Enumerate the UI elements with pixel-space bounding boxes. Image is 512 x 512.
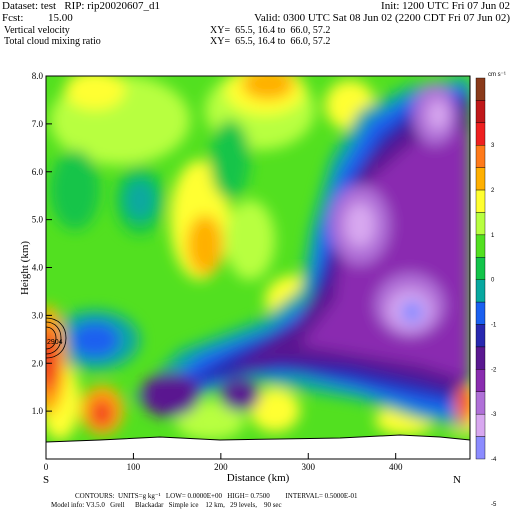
field2-xy: XY= 65.5, 16.4 to 66.0, 57.2 [210, 36, 331, 47]
direction-north: N [453, 474, 461, 486]
x-tick-label: 0 [44, 462, 49, 472]
colorbar-swatch [475, 122, 486, 146]
colorbar-label: 0 [491, 278, 495, 284]
x-axis: 0 100 200 300 400 [44, 453, 403, 472]
colorbar: 3 2 1 0 -1 -2 -3 -4 -5 [475, 77, 497, 508]
y-tick-label: 8.0 [32, 71, 44, 81]
colorbar-swatch [475, 391, 486, 415]
field2-name: Total cloud mixing ratio [4, 36, 101, 47]
field1-xy: XY= 65.5, 16.4 to 66.0, 57.2 [210, 25, 331, 36]
y-axis: 1.0 2.0 3.0 4.0 5.0 6.0 7.0 8.0 [32, 71, 52, 416]
x-axis-label: Distance (km) [227, 472, 290, 484]
colorbar-swatch [475, 234, 486, 258]
direction-south: S [43, 474, 49, 486]
y-tick-label: 7.0 [32, 119, 44, 129]
colorbar-label: -3 [491, 412, 497, 418]
y-tick-label: 4.0 [32, 263, 44, 273]
colorbar-swatch [475, 324, 486, 348]
colorbar-label: -5 [491, 502, 497, 508]
colorbar-label: -1 [491, 323, 497, 329]
x-tick-label: 300 [302, 462, 316, 472]
valid-time: Valid: 0300 UTC Sat 08 Jun 02 (2200 CDT … [254, 12, 510, 24]
colorbar-swatch [475, 369, 486, 392]
colorbar-swatch [475, 257, 486, 280]
colorbar-swatch [475, 145, 486, 168]
x-tick-label: 100 [127, 462, 141, 472]
cloud-contour-marker: 2904 [45, 317, 67, 359]
colorbar-swatch [475, 100, 486, 124]
y-tick-label: 1.0 [32, 406, 44, 416]
dataset-label: Dataset: test RIP: rip20020607_d1 [2, 0, 160, 12]
colorbar-swatch [475, 189, 486, 213]
heatmap-field [46, 76, 470, 459]
fcst-value: 15.00 [48, 12, 73, 24]
y-tick-label: 2.0 [32, 358, 44, 368]
colorbar-swatch [475, 301, 486, 325]
y-tick-label: 5.0 [32, 215, 44, 225]
model-info: Model info: V3.5.0 Grell Blackadar Simpl… [51, 501, 282, 509]
init-time: Init: 1200 UTC Fri 07 Jun 02 [381, 0, 510, 12]
colorbar-label: -4 [491, 457, 497, 463]
x-tick-label: 400 [389, 462, 403, 472]
marker-label: 2904 [47, 339, 63, 346]
colorbar-label: 2 [491, 188, 495, 194]
colorbar-swatch [475, 212, 486, 236]
colorbar-label: -2 [491, 367, 497, 373]
colorbar-swatch [475, 167, 486, 191]
colorbar-swatch [475, 279, 486, 303]
y-tick-label: 3.0 [32, 310, 44, 320]
field1-name: Vertical velocity [4, 25, 70, 36]
colorbar-swatch [475, 436, 486, 460]
y-tick-label: 6.0 [32, 167, 44, 177]
colorbar-swatch [475, 346, 486, 370]
colorbar-swatch [475, 413, 486, 437]
colorbar-label: 1 [491, 233, 495, 239]
contours-info: CONTOURS: UNITS=g kg⁻¹ LOW= 0.0000E+00 H… [75, 492, 358, 500]
colorbar-swatch [475, 77, 486, 101]
colorbar-label: 3 [491, 143, 495, 149]
fcst-label: Fcst: [2, 12, 24, 24]
y-axis-label: Height (km) [19, 241, 31, 295]
x-tick-label: 200 [214, 462, 228, 472]
colorbar-unit: cm s⁻¹ [488, 72, 506, 78]
